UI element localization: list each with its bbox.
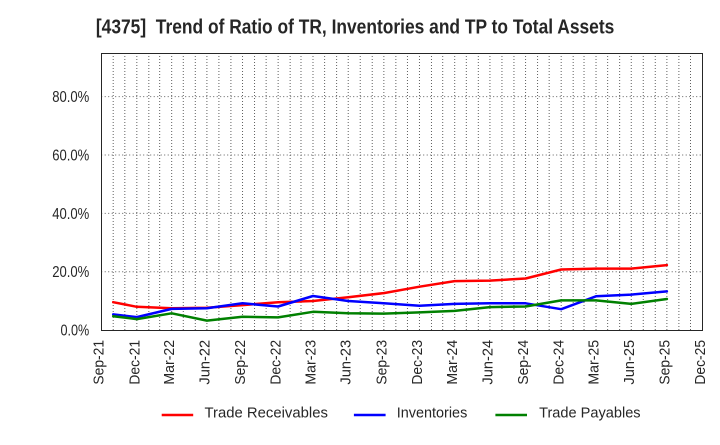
- svg-text:[4375] Trend of Ratio of TR,: [4375] Trend of Ratio of TR, Inventories…: [96, 17, 614, 39]
- svg-text:Trade Receivables: Trade Receivables: [205, 406, 328, 422]
- svg-text:Mar-24: Mar-24: [444, 340, 461, 385]
- svg-text:Dec-25: Dec-25: [692, 340, 709, 385]
- svg-text:60.0%: 60.0%: [52, 147, 89, 164]
- svg-text:Mar-22: Mar-22: [161, 340, 178, 385]
- svg-text:Dec-23: Dec-23: [409, 340, 426, 385]
- svg-text:Sep-22: Sep-22: [232, 340, 249, 385]
- svg-text:40.0%: 40.0%: [52, 206, 89, 223]
- svg-text:80.0%: 80.0%: [52, 89, 89, 106]
- svg-text:Dec-22: Dec-22: [268, 340, 285, 385]
- svg-text:Mar-25: Mar-25: [586, 340, 603, 385]
- svg-text:Inventories: Inventories: [397, 406, 468, 422]
- svg-text:Dec-24: Dec-24: [551, 340, 568, 385]
- svg-text:Jun-25: Jun-25: [621, 340, 638, 385]
- svg-text:Sep-25: Sep-25: [656, 340, 673, 385]
- svg-text:Sep-23: Sep-23: [373, 340, 390, 385]
- svg-text:Trade Payables: Trade Payables: [539, 406, 641, 422]
- svg-text:0.0%: 0.0%: [61, 323, 90, 340]
- svg-text:Jun-23: Jun-23: [338, 340, 355, 385]
- svg-text:Sep-21: Sep-21: [91, 340, 108, 385]
- svg-text:Sep-24: Sep-24: [515, 340, 532, 385]
- svg-text:Jun-24: Jun-24: [479, 340, 496, 385]
- svg-text:Mar-23: Mar-23: [303, 340, 320, 385]
- svg-text:Jun-22: Jun-22: [196, 340, 213, 385]
- svg-text:Dec-21: Dec-21: [126, 340, 143, 385]
- svg-text:20.0%: 20.0%: [52, 264, 89, 281]
